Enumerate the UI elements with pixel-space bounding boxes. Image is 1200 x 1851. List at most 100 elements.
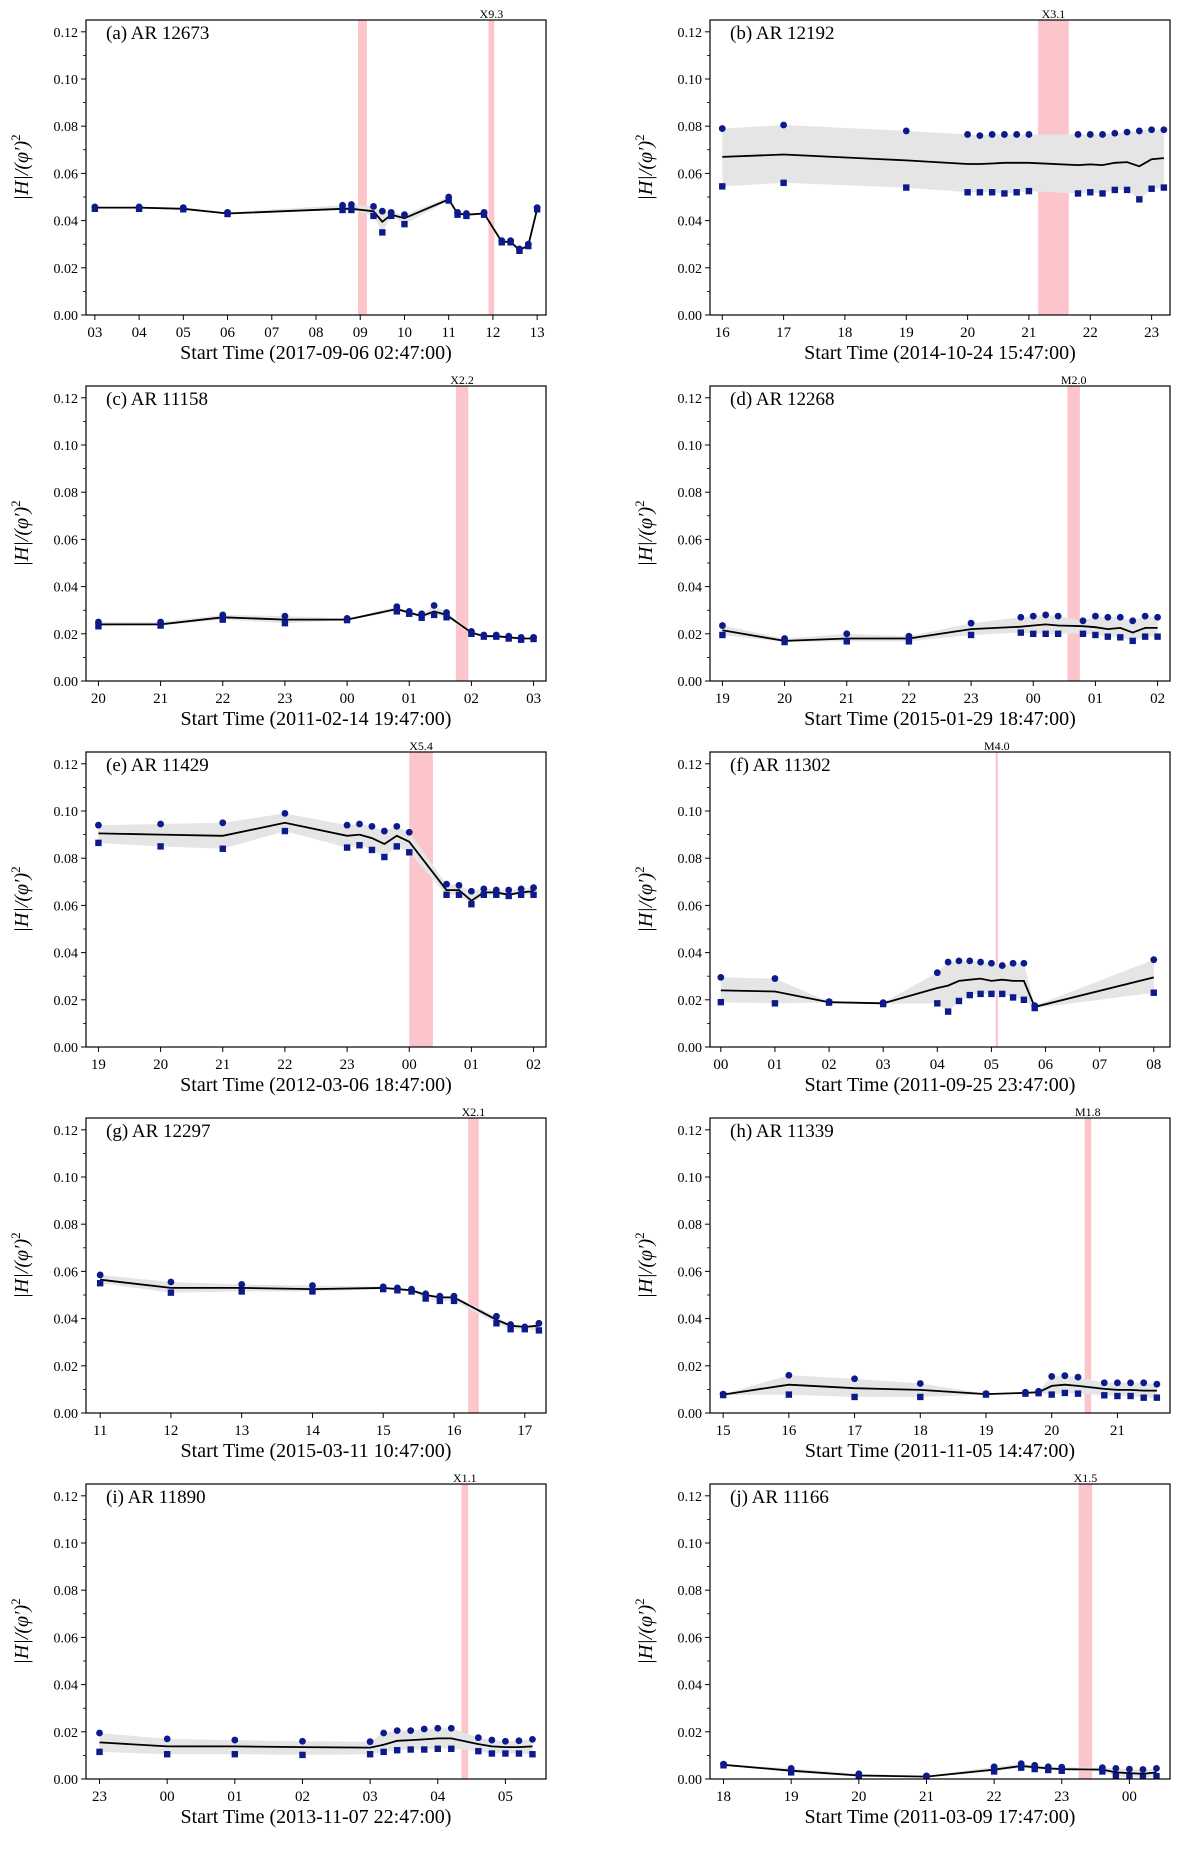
upper-marker <box>356 820 363 828</box>
lower-marker <box>851 1393 858 1401</box>
y-tick-label: 0.02 <box>54 994 79 1009</box>
x-tick-label: 11 <box>93 1423 107 1439</box>
uncertainty-band <box>723 1375 1157 1398</box>
x-tick-label: 19 <box>899 325 914 341</box>
lower-marker <box>393 1747 401 1754</box>
y-tick-label: 0.02 <box>54 628 79 643</box>
axes-frame <box>709 19 1171 316</box>
lower-marker <box>443 614 450 621</box>
y-axis-label: |H|/(φ′)2 <box>8 1232 33 1298</box>
upper-marker <box>944 958 952 966</box>
x-tick-label: 03 <box>87 325 102 341</box>
lower-marker <box>167 1289 175 1296</box>
lower-marker <box>1141 633 1149 640</box>
panel-title: (j) AR 11166 <box>730 1487 829 1508</box>
y-axis-label: |H|/(φ′)2 <box>8 134 33 200</box>
x-axis-label: Start Time (2011-03-09 17:47:00) <box>805 1806 1076 1828</box>
y-tick-label: 0.12 <box>54 1124 79 1139</box>
lower-marker <box>1045 1766 1052 1774</box>
upper-marker <box>468 887 475 895</box>
lower-marker <box>1136 196 1143 203</box>
mean-line <box>722 623 1158 642</box>
x-tick-label: 12 <box>163 1423 178 1439</box>
lower-marker <box>934 1000 941 1007</box>
upper-marker <box>718 125 726 132</box>
lower-marker <box>407 1746 414 1753</box>
lower-marker <box>1154 633 1161 640</box>
upper-marker <box>1074 131 1082 138</box>
upper-marker <box>717 973 725 981</box>
x-tick-label: 01 <box>767 1057 782 1073</box>
lower-marker <box>238 1288 245 1295</box>
lower-marker <box>463 212 470 220</box>
plot-area <box>718 20 1168 315</box>
y-axis-label: |H|/(φ′)2 <box>632 1598 657 1664</box>
mean-line <box>98 608 534 640</box>
lower-marker <box>1074 1390 1082 1397</box>
upper-marker <box>933 969 941 977</box>
y-tick-label: 0.00 <box>678 309 703 324</box>
y-tick-label: 0.00 <box>54 1407 79 1422</box>
lower-marker <box>1101 1392 1108 1399</box>
lower-marker <box>1001 190 1008 197</box>
lower-marker <box>454 211 461 218</box>
lower-marker <box>988 990 995 998</box>
plot-area <box>96 1118 543 1413</box>
y-tick-label: 0.10 <box>678 439 703 454</box>
lower-marker <box>1048 1391 1055 1398</box>
chart-panel: 0.00 0.02 0.04 0.06 0.08 0.10 0.12 00 01 02 03 04 05… <box>632 739 1171 1096</box>
lower-marker <box>825 999 833 1006</box>
x-tick-label: 21 <box>153 691 168 707</box>
y-tick-label: 0.12 <box>54 26 79 41</box>
x-tick-label: 02 <box>526 1057 541 1073</box>
upper-marker <box>393 1727 401 1735</box>
flare-band <box>1078 1484 1093 1779</box>
upper-marker <box>430 602 438 609</box>
lower-marker <box>1153 1772 1160 1779</box>
lower-marker <box>343 844 351 851</box>
y-tick-label: 0.06 <box>678 533 703 548</box>
lower-marker <box>1022 1390 1029 1397</box>
y-axis-label: |H|/(φ′)2 <box>8 1598 33 1664</box>
upper-marker <box>1074 1373 1082 1381</box>
x-tick-label: 00 <box>340 691 355 707</box>
lower-marker <box>406 849 413 856</box>
x-tick-label: 18 <box>913 1423 928 1439</box>
x-tick-label: 23 <box>340 1057 355 1073</box>
y-tick-label: 0.06 <box>678 167 703 182</box>
x-tick-label: 23 <box>277 691 292 707</box>
lower-marker <box>436 1297 444 1305</box>
lower-marker <box>1017 1764 1025 1771</box>
x-tick-label: 21 <box>1110 1423 1125 1439</box>
x-tick-label: 01 <box>464 1057 479 1073</box>
upper-marker <box>988 959 995 967</box>
lower-marker <box>771 1000 779 1007</box>
upper-marker <box>1153 1764 1160 1772</box>
lower-marker <box>720 1762 727 1769</box>
upper-marker <box>1009 959 1017 967</box>
upper-marker <box>380 1729 388 1737</box>
lower-marker <box>843 638 850 645</box>
flare-band <box>995 752 998 1047</box>
x-tick-label: 03 <box>363 1789 378 1805</box>
chart-panel: 0.00 0.02 0.04 0.06 0.08 0.10 0.12 15 16 17 18 19 20… <box>632 1105 1171 1462</box>
y-tick-label: 0.08 <box>54 1218 79 1233</box>
y-tick-label: 0.08 <box>678 1584 703 1599</box>
upper-marker <box>393 822 401 830</box>
lower-marker <box>999 990 1006 998</box>
lower-marker <box>787 1769 795 1776</box>
lower-marker <box>515 1750 523 1757</box>
flare-label: X9.3 <box>480 7 504 21</box>
y-tick-label: 0.10 <box>678 73 703 88</box>
upper-marker <box>535 1319 543 1327</box>
upper-marker <box>405 828 413 836</box>
y-tick-label: 0.00 <box>678 675 703 690</box>
lower-marker <box>1017 629 1025 636</box>
lower-marker <box>379 229 386 236</box>
y-axis-label: |H|/(φ′)2 <box>632 866 657 932</box>
lower-marker <box>393 608 401 615</box>
upper-marker <box>1017 613 1025 621</box>
upper-marker <box>1042 611 1050 619</box>
uncertainty-band <box>722 614 1158 643</box>
x-tick-label: 00 <box>713 1057 728 1073</box>
